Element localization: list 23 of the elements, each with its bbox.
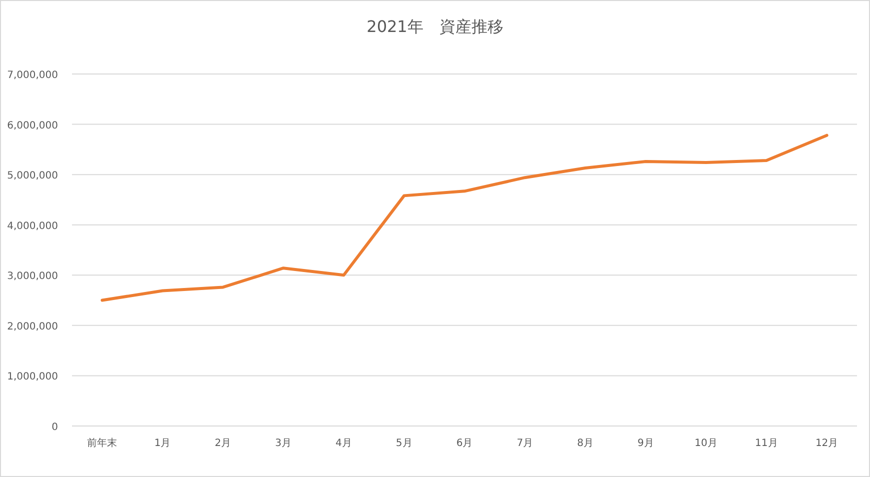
x-tick-label: 5月 (396, 438, 412, 449)
chart-title: 2021年 資産推移 (366, 17, 504, 36)
y-tick-label: 0 (52, 422, 58, 433)
x-tick-label: 2月 (214, 438, 232, 449)
y-tick-label: 4,000,000 (7, 220, 58, 232)
y-tick-label: 3,000,000 (7, 271, 58, 282)
x-tick-label: 1月 (154, 438, 171, 449)
x-tick-label: 7月 (516, 438, 534, 449)
y-tick-label: 1,000,000 (7, 372, 58, 383)
x-tick-label: 6月 (456, 438, 473, 449)
x-tick-label: 11月 (755, 438, 778, 449)
line-series (100, 134, 828, 302)
x-tick-label: 前年末 (87, 437, 118, 449)
x-tick-label: 10月 (694, 438, 718, 449)
y-tick-label: 2,000,000 (7, 321, 58, 332)
y-tick-label: 5,000,000 (7, 170, 58, 182)
x-tick-label: 12月 (815, 438, 838, 449)
x-tick-label: 8月 (577, 438, 594, 449)
y-tick-label: 6,000,000 (7, 120, 58, 132)
y-tick-label: 7,000,000 (7, 70, 58, 81)
x-tick-label: 4月 (336, 438, 352, 449)
x-tick-label: 3月 (275, 438, 292, 449)
x-tick-label: 9月 (637, 438, 654, 449)
